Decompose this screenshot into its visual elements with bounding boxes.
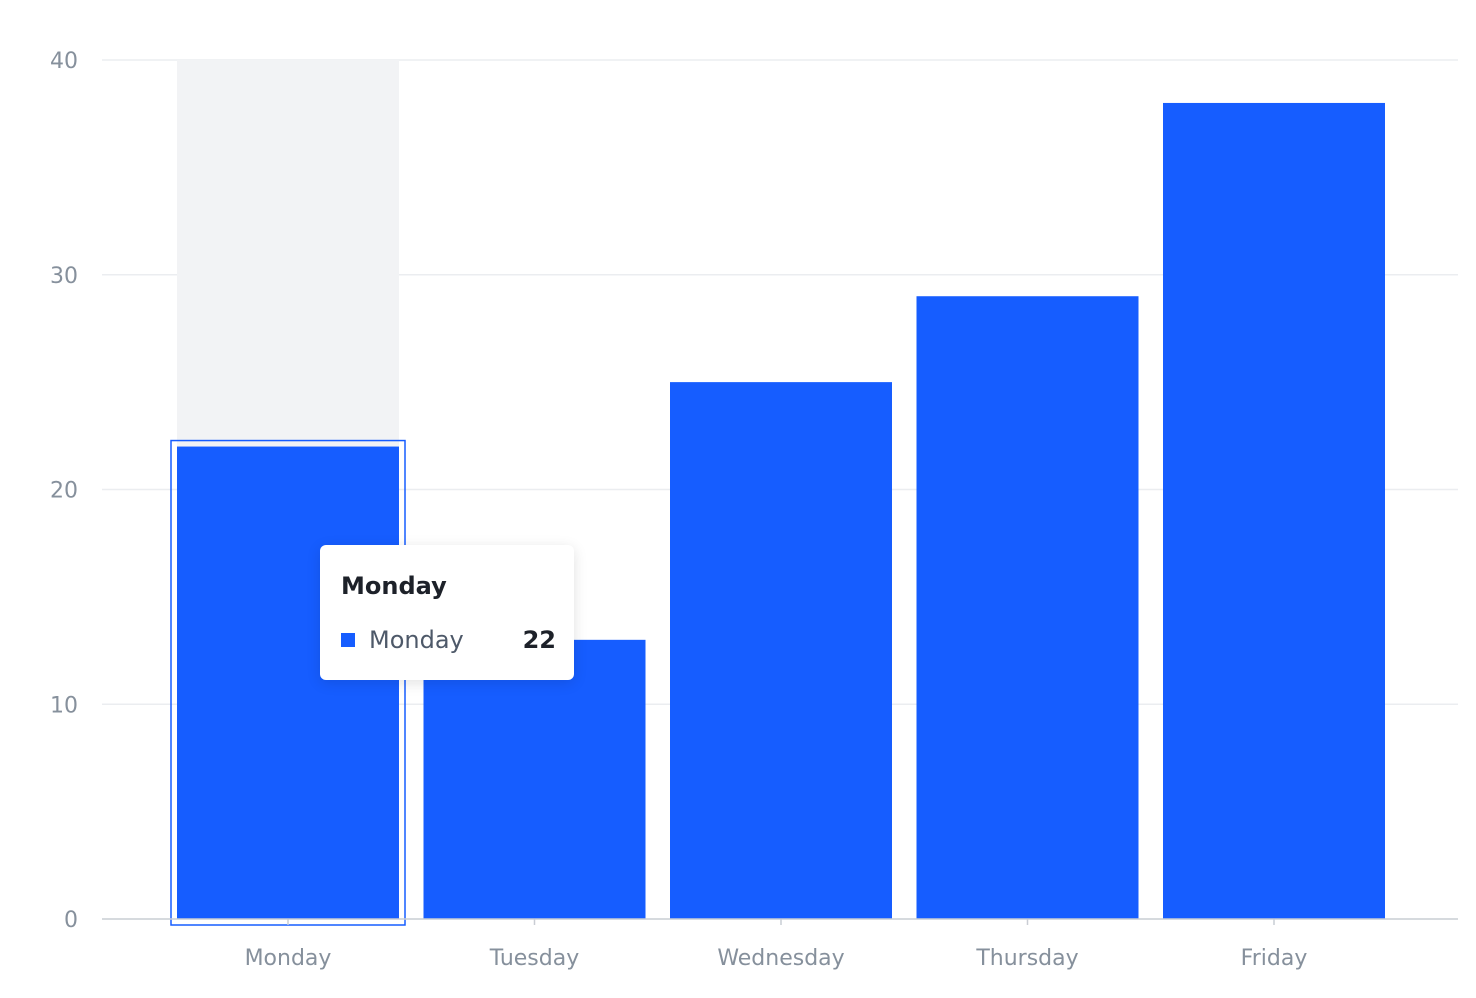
x-axis-tick-labels: Monday Tuesday Wednesday Thursday Friday bbox=[245, 946, 1308, 971]
bar-friday[interactable] bbox=[1163, 102, 1385, 919]
bar-thursday[interactable] bbox=[916, 296, 1139, 920]
chart-tooltip: Monday Monday 22 bbox=[320, 545, 574, 680]
y-tick-label: 40 bbox=[50, 49, 78, 74]
x-tick-label: Monday bbox=[245, 946, 332, 971]
y-tick-label: 30 bbox=[50, 264, 78, 289]
x-tick-label: Thursday bbox=[975, 946, 1078, 971]
bar-tuesday[interactable] bbox=[423, 639, 646, 919]
x-tick-label: Wednesday bbox=[717, 946, 844, 971]
x-tick-label: Tuesday bbox=[489, 946, 580, 971]
y-axis-tick-labels: 0 10 20 30 40 bbox=[50, 49, 78, 933]
x-tick-label: Friday bbox=[1241, 946, 1308, 971]
tooltip-title: Monday bbox=[341, 572, 447, 600]
bars bbox=[177, 102, 1385, 920]
tooltip-series-value: 22 bbox=[522, 626, 556, 654]
y-tick-label: 20 bbox=[50, 479, 78, 504]
tooltip-series-marker bbox=[341, 633, 355, 647]
tooltip-series-label: Monday bbox=[369, 626, 464, 654]
y-tick-label: 0 bbox=[64, 908, 78, 933]
bar-monday[interactable] bbox=[177, 446, 399, 919]
tooltip-row: Monday 22 bbox=[341, 625, 556, 655]
y-tick-label: 10 bbox=[50, 693, 78, 718]
bar-wednesday[interactable] bbox=[670, 382, 892, 919]
x-axis bbox=[102, 918, 1458, 925]
